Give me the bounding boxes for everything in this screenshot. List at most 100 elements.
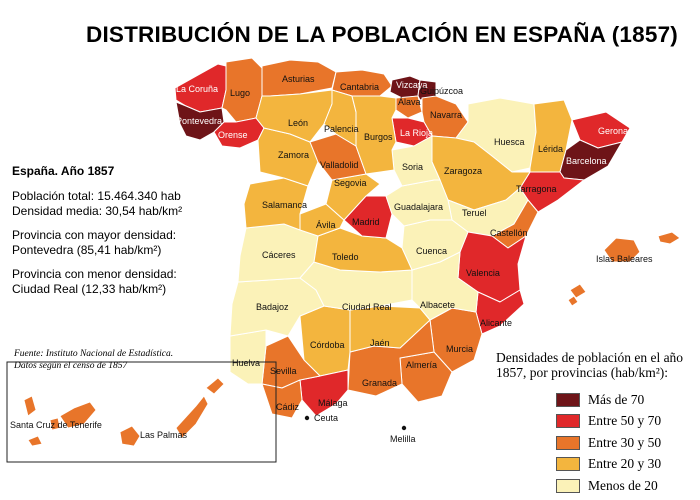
label-orense: Orense	[218, 130, 248, 140]
island-mallorca-north[interactable]	[567, 295, 579, 307]
label-melilla: Melilla	[390, 434, 416, 444]
legend-label: Entre 20 y 30	[588, 456, 662, 472]
label-navarra: Navarra	[430, 110, 462, 120]
ceuta-dot	[304, 415, 310, 421]
label-soria: Soria	[402, 162, 423, 172]
label-sevilla: Sevilla	[270, 366, 297, 376]
island-la-palma[interactable]	[23, 395, 37, 417]
label-malaga: Málaga	[318, 398, 348, 408]
label-santa-cruz: Santa Cruz de Tenerife	[10, 420, 102, 430]
island-tenerife[interactable]	[59, 401, 97, 429]
melilla-dot	[401, 425, 407, 431]
island-menorca[interactable]	[657, 231, 681, 245]
info-panel: España. Año 1857 Población total: 15.464…	[12, 164, 232, 306]
province-huelva[interactable]	[229, 329, 267, 385]
label-zaragoza: Zaragoza	[444, 166, 482, 176]
label-cantabria: Cantabria	[340, 82, 379, 92]
legend-swatch	[556, 414, 580, 429]
island-la-gomera[interactable]	[49, 417, 61, 431]
legend-item: Entre 30 y 50	[496, 432, 696, 454]
label-las-palmas: Las Palmas	[140, 430, 188, 440]
label-caceres: Cáceres	[262, 250, 296, 260]
legend-item: Entre 50 y 70	[496, 411, 696, 433]
label-la-coruna: La Coruña	[176, 84, 218, 94]
legend-label: Entre 30 y 50	[588, 434, 662, 450]
label-alava: Álava	[398, 97, 421, 107]
label-burgos: Burgos	[364, 132, 393, 142]
label-valencia: Valencia	[466, 268, 500, 278]
legend-swatch	[556, 457, 580, 472]
legend-label: Menos de 20	[588, 477, 658, 493]
label-alicante: Alicante	[480, 318, 512, 328]
max-density-value: Pontevedra (85,41 hab/km²)	[12, 243, 162, 257]
legend-item: Menos de 20	[496, 475, 696, 497]
canary-inset-frame	[6, 361, 277, 463]
source-note: Fuente: Instituto Nacional de Estadístic…	[14, 348, 224, 372]
province-burgos[interactable]	[351, 95, 397, 175]
label-granada: Granada	[362, 378, 397, 388]
label-lugo: Lugo	[230, 88, 250, 98]
max-density-label: Provincia con mayor densidad:	[12, 227, 177, 242]
label-avila: Ávila	[316, 220, 336, 230]
legend-label: Entre 50 y 70	[588, 413, 662, 429]
legend-swatch	[556, 478, 580, 493]
label-teruel: Teruel	[462, 208, 487, 218]
label-guipuzcoa: Guipúzcoa	[420, 86, 463, 96]
label-badajoz: Badajoz	[256, 302, 289, 312]
label-pontevedra: Pontevedra	[176, 116, 222, 126]
label-guadalajara: Guadalajara	[394, 202, 443, 212]
label-zamora: Zamora	[278, 150, 309, 160]
min-density-value: Ciudad Real (12,33 hab/km²)	[12, 282, 167, 296]
label-gerona: Gerona	[598, 126, 628, 136]
info-heading: España. Año 1857	[12, 164, 115, 178]
label-madrid: Madrid	[352, 217, 380, 227]
island-ibiza[interactable]	[569, 283, 587, 299]
label-barcelona: Barcelona	[566, 156, 607, 166]
label-cuenca: Cuenca	[416, 246, 447, 256]
label-huesca: Huesca	[494, 137, 525, 147]
label-toledo: Toledo	[332, 252, 359, 262]
province-jaen[interactable]	[349, 305, 431, 353]
province-malaga[interactable]	[299, 369, 349, 417]
legend-title: Densidades de población en el año 1857, …	[496, 350, 696, 380]
province-asturias[interactable]	[261, 59, 337, 97]
label-cadiz: Cádiz	[276, 402, 300, 412]
legend: Densidades de población en el año 1857, …	[496, 350, 696, 497]
island-fuerteventura[interactable]	[175, 395, 209, 439]
legend-title-line-2: 1857, por provincias (hab/km²):	[496, 365, 669, 380]
label-leon: León	[288, 118, 308, 128]
total-population: Población total: 15.464.340 hab	[12, 188, 181, 203]
province-cadiz[interactable]	[261, 379, 303, 419]
label-cordoba: Córdoba	[310, 340, 345, 350]
label-islas-baleares: Islas Baleares	[596, 254, 653, 264]
label-lerida: Lérida	[538, 144, 563, 154]
legend-title-line-1: Densidades de población en el año	[496, 350, 684, 365]
province-toledo[interactable]	[313, 227, 413, 273]
label-vizcaya: Vizcaya	[396, 80, 427, 90]
province-islas-baleares[interactable]	[603, 237, 641, 263]
label-castellon: Castellón	[490, 228, 528, 238]
label-segovia: Segovia	[334, 178, 367, 188]
label-murcia: Murcia	[446, 344, 473, 354]
legend-label: Más de 70	[588, 391, 645, 407]
label-ceuta: Ceuta	[314, 413, 338, 423]
label-albacete: Albacete	[420, 300, 455, 310]
label-huelva: Huelva	[232, 358, 260, 368]
legend-item: Más de 70	[496, 389, 696, 411]
island-gran-canaria[interactable]	[119, 425, 141, 447]
label-almeria: Almería	[406, 360, 437, 370]
map-title: DISTRIBUCIÓN DE LA POBLACIÓN EN ESPAÑA (…	[86, 22, 678, 47]
island-el-hierro[interactable]	[27, 435, 43, 447]
label-salamanca: Salamanca	[262, 200, 307, 210]
label-ciudad-real: Ciudad Real	[342, 302, 392, 312]
label-la-rioja: La Rioja	[400, 128, 433, 138]
source-line-1: Fuente: Instituto Nacional de Estadístic…	[14, 349, 174, 359]
legend-swatch	[556, 435, 580, 450]
province-soria[interactable]	[391, 135, 441, 187]
island-lanzarote[interactable]	[205, 377, 225, 395]
label-tarragona: Tarragona	[516, 184, 557, 194]
min-density-label: Provincia con menor densidad:	[12, 266, 177, 281]
label-jaen: Jaén	[370, 338, 390, 348]
legend-item: Entre 20 y 30	[496, 454, 696, 476]
